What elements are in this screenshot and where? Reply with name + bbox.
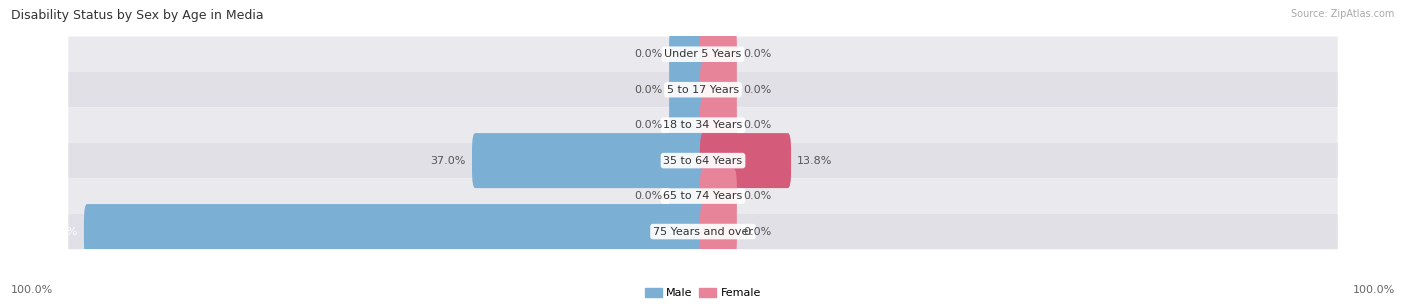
Text: 0.0%: 0.0% [634,120,664,130]
Text: Under 5 Years: Under 5 Years [665,49,741,59]
FancyBboxPatch shape [69,107,1337,143]
Text: 75 Years and over: 75 Years and over [652,226,754,237]
FancyBboxPatch shape [700,204,737,259]
FancyBboxPatch shape [669,62,706,117]
FancyBboxPatch shape [700,62,737,117]
FancyBboxPatch shape [700,98,737,153]
FancyBboxPatch shape [669,27,706,82]
FancyBboxPatch shape [700,27,737,82]
Text: 37.0%: 37.0% [430,156,465,166]
FancyBboxPatch shape [69,178,1337,214]
Text: 18 to 34 Years: 18 to 34 Years [664,120,742,130]
Text: 65 to 74 Years: 65 to 74 Years [664,191,742,201]
Legend: Male, Female: Male, Female [645,288,761,299]
Text: 0.0%: 0.0% [634,85,664,95]
FancyBboxPatch shape [669,98,706,153]
Text: 13.8%: 13.8% [797,156,832,166]
Text: 0.0%: 0.0% [742,120,772,130]
FancyBboxPatch shape [69,72,1337,107]
Text: 0.0%: 0.0% [742,191,772,201]
FancyBboxPatch shape [700,169,737,223]
Text: 0.0%: 0.0% [742,85,772,95]
Text: 0.0%: 0.0% [742,226,772,237]
Text: 0.0%: 0.0% [742,49,772,59]
FancyBboxPatch shape [84,204,706,259]
FancyBboxPatch shape [69,143,1337,178]
FancyBboxPatch shape [472,133,706,188]
Text: Disability Status by Sex by Age in Media: Disability Status by Sex by Age in Media [11,9,264,22]
FancyBboxPatch shape [669,169,706,223]
Text: 0.0%: 0.0% [634,49,664,59]
Text: 5 to 17 Years: 5 to 17 Years [666,85,740,95]
Text: 0.0%: 0.0% [634,191,664,201]
Text: 100.0%: 100.0% [1353,285,1395,295]
FancyBboxPatch shape [69,214,1337,249]
Text: 35 to 64 Years: 35 to 64 Years [664,156,742,166]
FancyBboxPatch shape [69,36,1337,72]
Text: Source: ZipAtlas.com: Source: ZipAtlas.com [1291,9,1395,19]
FancyBboxPatch shape [700,133,792,188]
Text: 100.0%: 100.0% [11,285,53,295]
Text: 100.0%: 100.0% [35,226,77,237]
